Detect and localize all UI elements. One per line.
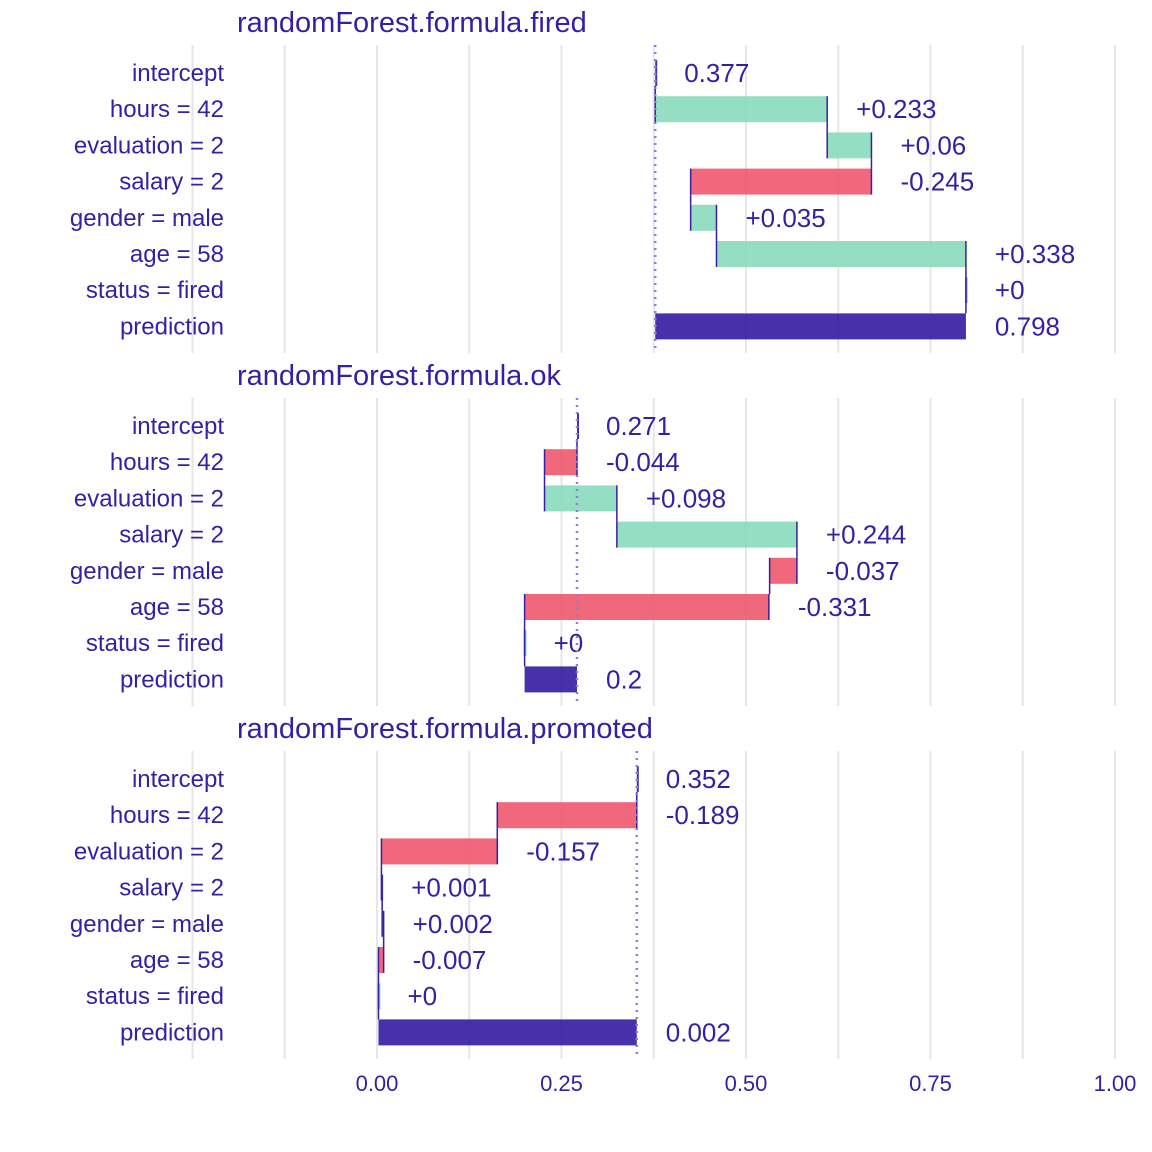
bar-positive	[690, 204, 717, 231]
row-label: status = fired	[86, 277, 224, 304]
x-axis: 0.00 0.25 0.50 0.75 1.00	[356, 1071, 1137, 1096]
row-label: status = fired	[86, 983, 224, 1010]
bar-prediction	[378, 1019, 637, 1046]
panel-title: randomForest.formula.promoted	[237, 713, 653, 745]
value-label: +0.098	[646, 483, 726, 513]
x-tick-label: 0.00	[356, 1071, 399, 1096]
value-label: -0.037	[826, 556, 900, 586]
bar-positive	[716, 241, 966, 267]
value-label: 0.377	[684, 58, 749, 88]
row-label: salary = 2	[119, 169, 224, 196]
x-tick-label: 0.25	[540, 1071, 583, 1096]
value-label: +0.001	[411, 873, 491, 903]
bar-negative	[381, 838, 498, 865]
value-label: -0.007	[413, 945, 487, 975]
value-label: -0.189	[666, 800, 740, 830]
value-label: 0.271	[606, 411, 671, 441]
value-label: 0.002	[666, 1017, 731, 1047]
row-label: intercept	[132, 413, 224, 440]
row-label: salary = 2	[119, 875, 224, 902]
bar-positive	[378, 983, 381, 1010]
panel-title: randomForest.formula.ok	[237, 360, 561, 392]
row-label: evaluation = 2	[74, 132, 224, 159]
row-label: hours = 42	[110, 802, 224, 829]
row-label: intercept	[132, 60, 224, 87]
row-label: age = 58	[130, 241, 224, 268]
value-label: +0.338	[995, 239, 1075, 269]
bar-negative	[690, 168, 872, 195]
row-label: prediction	[120, 313, 224, 340]
bar-prediction	[655, 313, 966, 340]
bar-positive	[524, 630, 527, 657]
value-label: +0	[554, 628, 584, 658]
row-label: prediction	[120, 666, 224, 693]
row-label: hours = 42	[110, 96, 224, 123]
bar-positive	[616, 521, 797, 548]
value-label: 0.2	[606, 664, 642, 694]
row-label: age = 58	[130, 947, 224, 974]
value-label: +0	[407, 981, 437, 1011]
bar-negative	[524, 594, 769, 620]
bar-prediction	[524, 666, 577, 693]
value-label: -0.044	[606, 447, 680, 477]
row-label: evaluation = 2	[74, 838, 224, 865]
panel-title: randomForest.formula.fired	[237, 7, 587, 39]
x-tick-label: 0.50	[725, 1071, 768, 1096]
bar-negative	[769, 557, 797, 584]
value-label: +0.233	[856, 94, 936, 124]
value-label: +0	[995, 275, 1025, 305]
x-tick-label: 0.75	[909, 1071, 952, 1096]
panel-1: randomForest.formula.fired intercept 0.377…	[70, 7, 1116, 353]
row-label: intercept	[132, 766, 224, 793]
bar-positive	[544, 485, 617, 512]
row-label: evaluation = 2	[74, 485, 224, 512]
row-label: gender = male	[70, 205, 224, 232]
panel-2: randomForest.formula.ok intercept 0.271 hou…	[70, 360, 1116, 706]
value-label: +0.002	[413, 909, 493, 939]
bar-negative	[497, 802, 637, 829]
x-tick-label: 1.00	[1094, 1071, 1137, 1096]
value-label: -0.157	[526, 836, 600, 866]
bar-positive	[827, 132, 872, 159]
value-label: +0.035	[745, 203, 825, 233]
value-label: 0.352	[666, 764, 731, 794]
value-label: +0.244	[826, 520, 906, 550]
bar-negative	[544, 449, 577, 476]
value-label: 0.798	[995, 311, 1060, 341]
bar-positive	[655, 96, 828, 123]
value-label: -0.245	[900, 167, 974, 197]
row-label: salary = 2	[119, 522, 224, 549]
row-label: prediction	[120, 1019, 224, 1046]
row-label: hours = 42	[110, 449, 224, 476]
value-label: -0.331	[798, 592, 872, 622]
value-label: +0.06	[900, 130, 966, 160]
row-label: status = fired	[86, 630, 224, 657]
row-label: gender = male	[70, 558, 224, 585]
bar-positive	[965, 277, 968, 304]
row-label: age = 58	[130, 594, 224, 621]
panel-3: randomForest.formula.promoted intercept 0.…	[70, 713, 1116, 1059]
bar-negative	[378, 947, 384, 973]
row-label: gender = male	[70, 911, 224, 938]
